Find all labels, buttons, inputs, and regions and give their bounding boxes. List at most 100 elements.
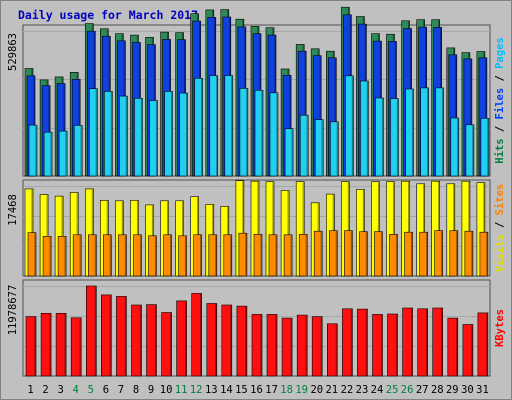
bar-shade [427, 88, 429, 176]
bar-kbytes-day-13 [206, 303, 218, 377]
bar-kbytes-day-17 [266, 314, 278, 377]
bar-shade [154, 305, 157, 376]
bar-sites-day-2 [42, 236, 52, 277]
bar-sites-day-7 [118, 234, 127, 277]
bar-kbytes-day-10 [161, 312, 172, 377]
x-tick-label: 7 [118, 384, 124, 396]
bar-kbytes-day-3 [55, 312, 67, 377]
bar-pages-day-17 [269, 92, 279, 177]
x-tick-label: 28 [431, 384, 444, 396]
x-tick-label: 23 [356, 384, 369, 396]
legend-entry: / [494, 215, 506, 234]
bar-kbytes-day-11 [176, 300, 187, 377]
bar-sites-day-11 [178, 235, 187, 277]
bar-shade [380, 232, 383, 276]
bar-sites-day-17 [268, 234, 278, 277]
bar-shade [242, 181, 244, 276]
x-tick-label: 17 [265, 384, 278, 396]
bar-shade [438, 181, 440, 276]
bar-shade [170, 313, 172, 376]
panel-hits: 529863 Hits / Files / Pages [7, 6, 506, 177]
bar-shade [231, 76, 233, 176]
bar-shade [305, 315, 307, 376]
bar-pages-day-20 [314, 119, 324, 177]
bar-shade [186, 93, 188, 176]
bar-shade [471, 231, 473, 276]
x-tick-label: 19 [295, 384, 308, 396]
bar-shade [215, 235, 217, 276]
bar-shade [365, 309, 367, 376]
bar-kbytes-day-12 [191, 293, 202, 377]
bar-shade [395, 234, 398, 276]
bar-shade [426, 309, 428, 376]
bar-shade [320, 231, 322, 276]
bar-shade [471, 325, 473, 376]
bar-shade [170, 235, 172, 276]
bar-shade [472, 125, 474, 176]
x-tick-label: 21 [325, 384, 338, 396]
bar-shade [65, 131, 67, 176]
bar-pages-day-8 [134, 98, 143, 177]
bar-shade [442, 88, 444, 176]
bar-pages-day-9 [149, 100, 158, 177]
bar-sites-day-28 [434, 230, 444, 277]
bar-shade [79, 235, 81, 276]
bar-shade [139, 305, 142, 376]
bar-shade [275, 235, 277, 276]
bar-pages-day-16 [254, 90, 264, 177]
bar-pages-day-7 [119, 95, 128, 177]
bar-shade [486, 232, 488, 276]
series-sites [27, 230, 489, 277]
bar-kbytes-day-27 [417, 308, 429, 377]
bar-shade [49, 236, 51, 276]
legend-entry: Files [494, 88, 506, 120]
legend-entry: Hits [494, 138, 506, 163]
bar-shade [456, 318, 458, 376]
x-tick-label: 3 [58, 384, 64, 396]
bar-sites-day-27 [419, 231, 429, 277]
bar-kbytes-day-21 [326, 323, 338, 377]
bar-kbytes-day-4 [70, 317, 82, 377]
bar-pages-day-30 [465, 124, 475, 177]
bar-shade [453, 184, 455, 276]
bar-shade [302, 182, 304, 276]
bar-shade [290, 318, 292, 376]
bar-shade [155, 101, 158, 176]
bar-kbytes-day-2 [40, 312, 52, 377]
x-tick-label: 8 [133, 384, 139, 396]
bar-kbytes-day-18 [281, 317, 293, 377]
panel-kbytes-ymax-label: 11978677 [7, 285, 19, 336]
bar-shade [110, 91, 112, 176]
x-tick-label: 24 [371, 384, 384, 396]
legend-entry: / [494, 119, 506, 138]
bar-shade [392, 182, 395, 276]
bar-shade [321, 120, 323, 176]
bar-shade [95, 89, 97, 176]
legend-entry: Pages [494, 37, 506, 69]
x-tick-label: 25 [386, 384, 399, 396]
bar-pages-day-5 [89, 88, 98, 177]
bar-pages-day-12 [194, 78, 203, 177]
bar-sites-day-12 [193, 234, 202, 277]
bar-pages-day-18 [284, 128, 294, 177]
bar-sites-day-16 [253, 234, 263, 277]
bar-sites-day-9 [148, 235, 157, 277]
bar-sites-day-21 [328, 230, 338, 277]
bar-shade [257, 181, 259, 276]
bar-shade [366, 81, 368, 176]
bar-shade [63, 84, 65, 176]
bar-sites-day-5 [88, 234, 97, 277]
bar-sites-day-26 [404, 231, 413, 277]
bar-shade [468, 181, 470, 276]
legend-entry: KBytes [494, 309, 506, 347]
bar-shade [245, 306, 247, 376]
bar-pages-day-31 [480, 118, 490, 177]
x-tick-label: 30 [461, 384, 474, 396]
bar-pages-day-27 [420, 87, 430, 177]
bar-kbytes-day-20 [311, 316, 323, 377]
bar-sites-day-8 [133, 234, 142, 277]
bar-shade [457, 118, 459, 176]
bar-shade [396, 99, 399, 176]
bar-sites-day-14 [223, 234, 233, 277]
